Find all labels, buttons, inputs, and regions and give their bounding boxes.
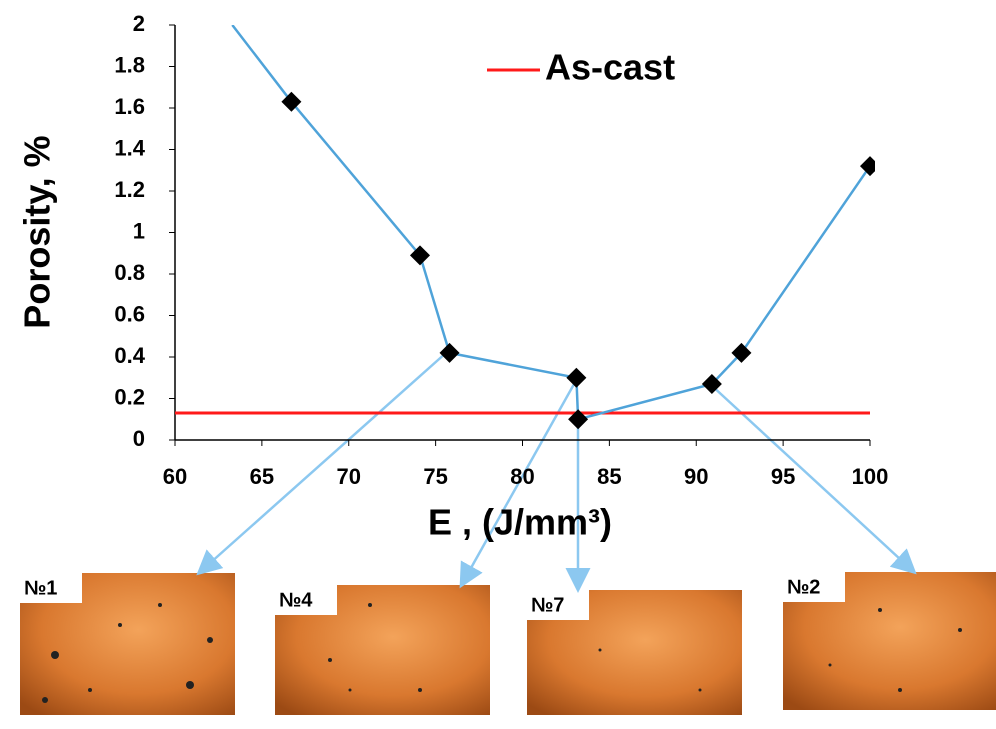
y-tick-label: 1.4 bbox=[114, 135, 145, 160]
y-tick-label: 1.6 bbox=[114, 94, 145, 119]
y-tick-label: 1.2 bbox=[114, 177, 145, 202]
y-axis-title: Porosity, % bbox=[17, 135, 58, 328]
marker bbox=[440, 343, 460, 363]
figure: №1 №4 №7 №2 Porosity, % E , (J/mm³) 0 0.2… bbox=[0, 0, 996, 724]
y-tick-label: 0 bbox=[133, 426, 145, 451]
micrographs: №1 №4 №7 №2 bbox=[20, 572, 996, 715]
inset-label: №4 bbox=[279, 589, 313, 611]
inset-label: №7 bbox=[531, 594, 564, 616]
x-tick-label: 95 bbox=[771, 464, 795, 489]
marker bbox=[860, 156, 880, 176]
x-tick-label: 60 bbox=[163, 464, 187, 489]
inset-label: №1 bbox=[24, 577, 57, 599]
y-tick-label: 0.2 bbox=[114, 384, 145, 409]
x-axis-title: E , (J/mm³) bbox=[428, 502, 612, 543]
y-tick-label: 0.4 bbox=[114, 343, 145, 368]
marker bbox=[566, 368, 586, 388]
x-tick-label: 65 bbox=[250, 464, 274, 489]
legend-label: As-cast bbox=[545, 47, 675, 88]
arrows bbox=[200, 352, 913, 588]
plot bbox=[175, 25, 880, 429]
x-tick-label: 70 bbox=[337, 464, 361, 489]
y-tick-label: 1.8 bbox=[114, 52, 145, 77]
x-tick-label: 90 bbox=[684, 464, 708, 489]
y-tick-label: 1 bbox=[133, 218, 145, 243]
arrow bbox=[200, 352, 447, 572]
x-tick-label: 100 bbox=[852, 464, 889, 489]
inset-label: №2 bbox=[787, 576, 820, 598]
x-tick-label: 75 bbox=[423, 464, 447, 489]
x-tick-label: 80 bbox=[510, 464, 534, 489]
x-tick-label: 85 bbox=[597, 464, 621, 489]
y-tick-label: 0.8 bbox=[114, 260, 145, 285]
y-tick-label: 2 bbox=[133, 11, 145, 36]
y-tick-label: 0.6 bbox=[114, 301, 145, 326]
